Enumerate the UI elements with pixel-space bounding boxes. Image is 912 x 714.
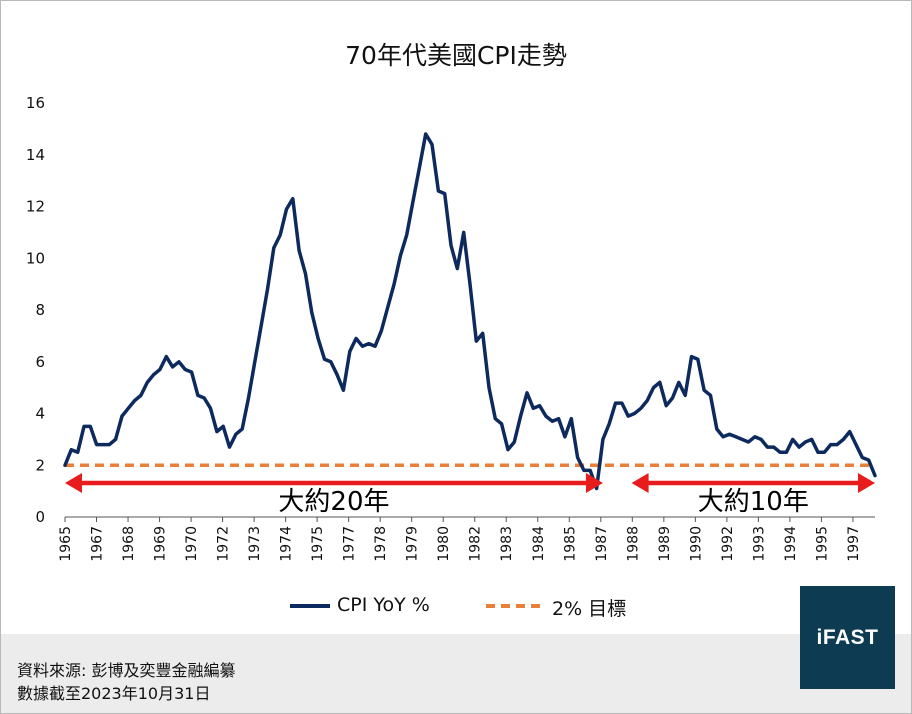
period-arrow-head-left [631,473,649,493]
x-tick-label: 1975 [310,526,326,562]
logo-text: iFAST [816,625,879,649]
x-tick-label: 1992 [720,526,736,562]
x-tick-label: 1993 [751,526,767,562]
x-tick-label: 1970 [184,526,200,562]
x-tick-label: 1997 [846,526,862,562]
y-tick-label: 10 [26,249,45,267]
x-tick-label: 1987 [594,526,610,562]
x-tick-label: 1988 [625,526,641,562]
x-tick-label: 1995 [814,526,830,562]
x-tick-label: 1994 [783,526,799,562]
x-tick-label: 1982 [468,526,484,562]
y-tick-label: 8 [35,301,45,319]
x-tick-label: 1972 [216,526,232,562]
period-arrow-head-right [858,473,875,493]
y-tick-label: 4 [35,405,45,423]
y-tick-label: 12 [26,198,45,216]
period-arrow-head-left [65,473,82,493]
footer [1,634,911,713]
x-tick-label: 1968 [121,526,137,562]
cpi-yoy-line [63,132,877,491]
x-tick-label: 1978 [373,526,389,562]
x-tick-label: 1990 [688,526,704,562]
x-tick-label: 1989 [657,526,673,562]
x-tick-label: 1985 [562,526,578,562]
y-tick-label: 2 [35,456,45,474]
y-tick-label: 0 [35,508,45,526]
period-label: 大約20年 [278,487,389,517]
x-tick-label: 1965 [58,526,74,562]
y-tick-label: 14 [26,146,45,164]
x-tick-label: 1973 [247,526,263,562]
ifast-logo: iFAST [800,586,895,689]
period-label: 大約10年 [698,487,809,517]
x-tick-label: 1967 [90,526,106,562]
x-tick-label: 1979 [405,526,421,562]
data-date-note: 數據截至2023年10月31日 [17,684,211,703]
x-tick-label: 1983 [499,526,515,562]
chart-title: 70年代美國CPI走勢 [345,41,567,70]
period-arrow-head-right [585,473,603,493]
y-tick-label: 6 [35,353,45,371]
x-tick-label: 1984 [531,526,547,562]
y-tick-label: 16 [26,94,45,112]
source-note: 資料來源: 彭博及奕豐金融編纂 [17,661,236,680]
legend-target-label: 2% 目標 [552,598,627,620]
x-tick-label: 1977 [342,526,358,562]
x-tick-label: 1974 [279,526,295,562]
x-tick-label: 1969 [153,526,169,562]
legend-cpi-label: CPI YoY % [337,594,430,616]
x-tick-label: 1980 [436,526,452,562]
